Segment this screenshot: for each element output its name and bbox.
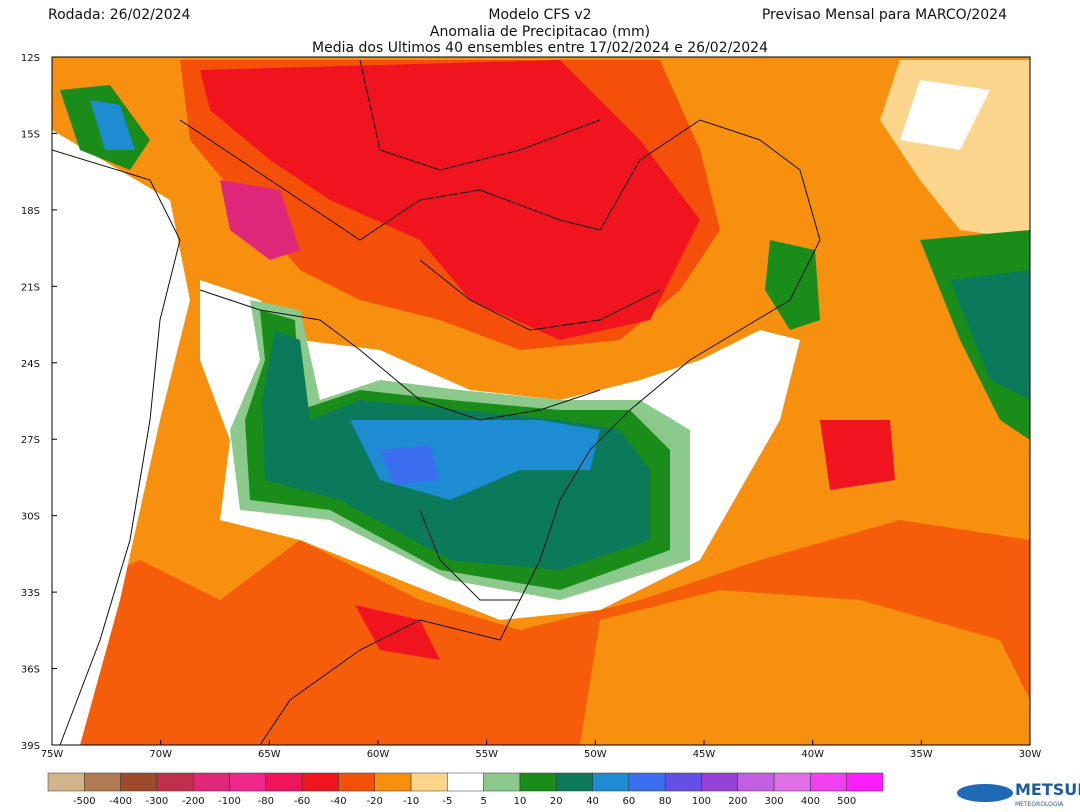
colorbar-label: 20	[550, 796, 563, 807]
colorbar-box	[737, 772, 775, 792]
colorbar-box	[374, 772, 412, 792]
lon-label: 75W	[41, 749, 64, 760]
colorbar-label: 400	[801, 796, 820, 807]
variable: Anomalia de Precipitacao (mm)	[430, 24, 650, 40]
lat-label: 24S	[21, 359, 40, 370]
colorbar-label: 80	[659, 796, 672, 807]
lon-label: 45W	[693, 749, 716, 760]
logo-tagline: METEOROLOGIA	[1015, 801, 1064, 808]
colorbar-box	[265, 772, 303, 792]
lat-label: 21S	[21, 282, 40, 293]
lat-label: 39S	[21, 741, 40, 752]
colorbar-box	[84, 772, 121, 792]
lon-label: 30W	[1019, 749, 1042, 760]
colorbar-box	[156, 772, 194, 792]
lat-label: 30S	[21, 512, 40, 523]
colorbar-label: -40	[330, 796, 346, 807]
forecast: Previsao Mensal para MARCO/2024	[762, 7, 1007, 23]
colorbar-label: -400	[109, 796, 132, 807]
colorbar-label: -20	[367, 796, 383, 807]
lat-label: 18S	[21, 206, 40, 217]
lat-label: 15S	[21, 129, 40, 140]
colorbar-label: 200	[728, 796, 747, 807]
colorbar-label: -5	[442, 796, 452, 807]
colorbar-box	[556, 772, 593, 792]
colorbar: -500 -400 -300 -200 -100 -80 -60 -40 -20 -10 -5 5 10…	[47, 772, 884, 807]
lat-label: 12S	[21, 53, 40, 64]
lat-label: 27S	[21, 435, 40, 446]
colorbar-box	[664, 772, 702, 792]
subtitle: Media dos Ultimos 40 ensembles entre 17/…	[312, 40, 768, 56]
colorbar-label: 40	[586, 796, 599, 807]
colorbar-box	[628, 772, 666, 792]
colorbar-box	[846, 772, 884, 792]
run-date: Rodada: 26/02/2024	[48, 7, 191, 23]
colorbar-label: 60	[623, 796, 636, 807]
model: Modelo CFS v2	[488, 7, 591, 23]
lat-label: 36S	[21, 665, 40, 676]
colorbar-label: -500	[73, 796, 96, 807]
colorbar-box	[483, 772, 521, 792]
colorbar-label: -10	[403, 796, 419, 807]
colorbar-label: 10	[514, 796, 527, 807]
colorbar-box	[810, 772, 847, 792]
colorbar-box	[773, 772, 811, 792]
colorbar-label: -80	[258, 796, 274, 807]
lon-label: 50W	[584, 749, 607, 760]
colorbar-label: 300	[765, 796, 784, 807]
colorbar-box	[229, 772, 267, 792]
lat-label: 33S	[21, 588, 40, 599]
lon-label: 65W	[258, 749, 281, 760]
colorbar-box	[120, 772, 158, 792]
lon-label: 40W	[801, 749, 824, 760]
colorbar-label: 5	[480, 796, 486, 807]
colorbar-label: -100	[218, 796, 241, 807]
colorbar-box	[410, 772, 448, 792]
colorbar-label: 500	[837, 796, 856, 807]
lon-label: 55W	[475, 749, 498, 760]
colorbar-box	[47, 772, 85, 792]
logo-name: METSUL	[1015, 780, 1080, 799]
colorbar-box	[192, 772, 230, 792]
map-field	[52, 57, 1030, 745]
colorbar-label: 100	[692, 796, 711, 807]
colorbar-label: -60	[294, 796, 310, 807]
lon-label: 70W	[149, 749, 172, 760]
colorbar-box	[592, 772, 630, 792]
colorbar-box	[701, 772, 739, 792]
lon-label: 35W	[910, 749, 933, 760]
colorbar-box	[447, 772, 484, 792]
map-frame	[51, 56, 1031, 746]
colorbar-box	[519, 772, 557, 792]
colorbar-label: -200	[182, 796, 205, 807]
colorbar-box	[338, 772, 375, 792]
lon-label: 60W	[367, 749, 390, 760]
colorbar-label: -300	[146, 796, 169, 807]
colorbar-box	[301, 772, 339, 792]
logo: METSUL METEOROLOGIA	[957, 780, 1080, 808]
